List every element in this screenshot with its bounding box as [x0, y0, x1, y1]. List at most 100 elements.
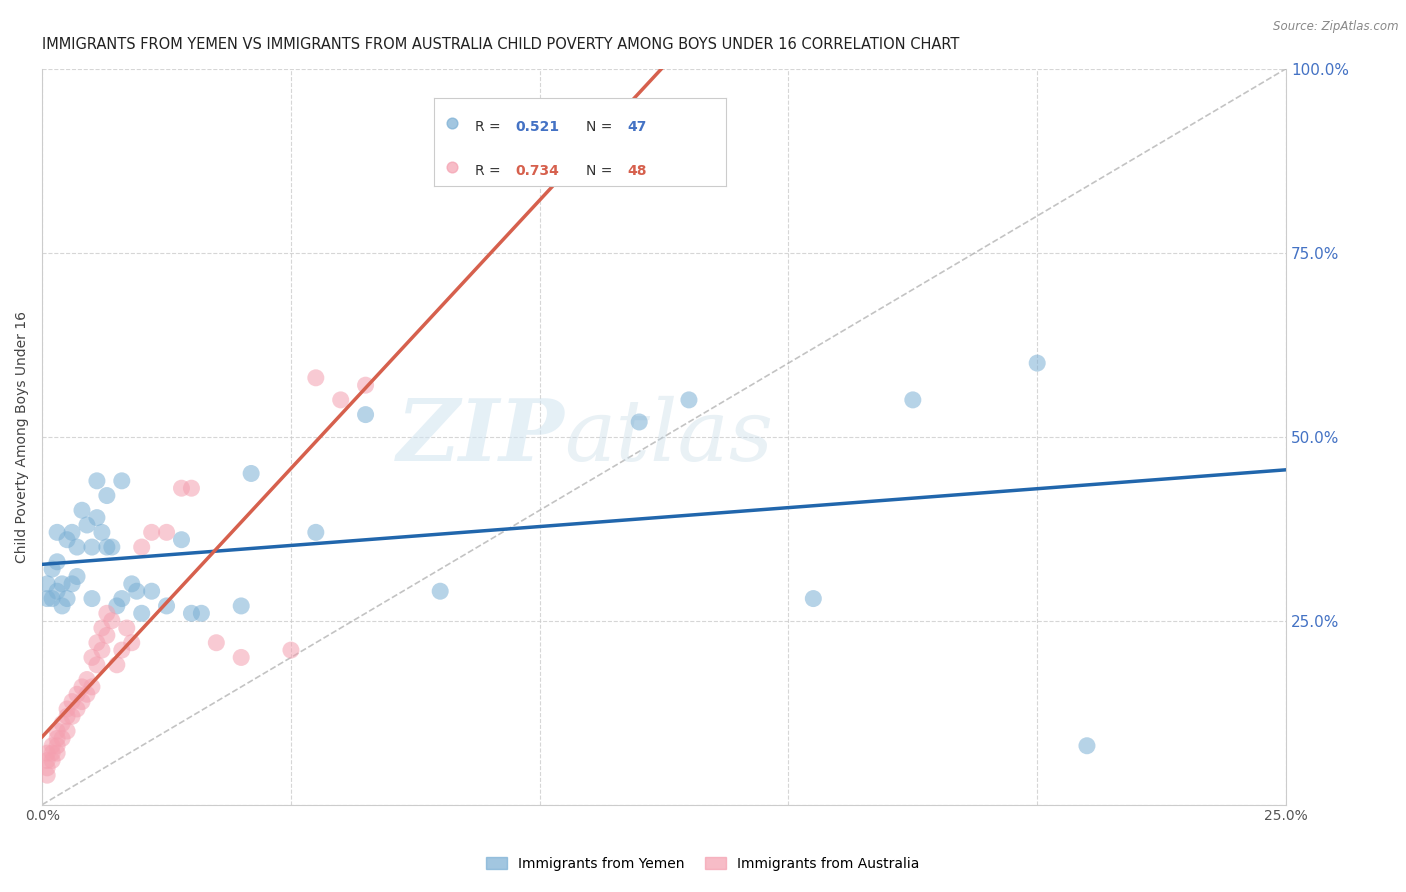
- Point: [901, 392, 924, 407]
- Point: [41, 754, 63, 768]
- Point: [80, 591, 103, 606]
- Point: [46, 584, 69, 599]
- Point: [80, 650, 103, 665]
- Point: [76, 687, 98, 701]
- Point: [51, 716, 73, 731]
- Point: [96, 540, 118, 554]
- Point: [90, 621, 112, 635]
- Point: [354, 408, 377, 422]
- Point: [231, 599, 253, 613]
- Point: [86, 474, 108, 488]
- Point: [86, 657, 108, 672]
- Y-axis label: Child Poverty Among Boys Under 16: Child Poverty Among Boys Under 16: [15, 310, 30, 563]
- Point: [305, 371, 328, 385]
- Point: [46, 739, 69, 753]
- Point: [80, 680, 103, 694]
- Point: [46, 555, 69, 569]
- Point: [121, 636, 143, 650]
- Point: [141, 525, 163, 540]
- Point: [46, 525, 69, 540]
- Point: [131, 540, 153, 554]
- Point: [41, 591, 63, 606]
- Point: [205, 636, 228, 650]
- Point: [801, 591, 824, 606]
- Point: [96, 607, 118, 621]
- Point: [56, 702, 79, 716]
- Text: ZIP: ZIP: [396, 395, 565, 478]
- Point: [56, 533, 79, 547]
- Point: [305, 525, 328, 540]
- Point: [46, 746, 69, 760]
- Point: [76, 673, 98, 687]
- Point: [37, 577, 59, 591]
- Point: [51, 731, 73, 746]
- Point: [105, 599, 128, 613]
- Point: [101, 614, 124, 628]
- Point: [56, 591, 79, 606]
- Point: [37, 768, 59, 782]
- Point: [1076, 739, 1098, 753]
- Point: [76, 518, 98, 533]
- Point: [60, 709, 83, 723]
- Point: [37, 761, 59, 775]
- Point: [121, 577, 143, 591]
- Point: [329, 392, 352, 407]
- Point: [51, 599, 73, 613]
- Point: [46, 724, 69, 739]
- Point: [70, 680, 93, 694]
- Point: [155, 525, 177, 540]
- Point: [429, 584, 451, 599]
- Point: [66, 540, 89, 554]
- Text: IMMIGRANTS FROM YEMEN VS IMMIGRANTS FROM AUSTRALIA CHILD POVERTY AMONG BOYS UNDE: IMMIGRANTS FROM YEMEN VS IMMIGRANTS FROM…: [42, 37, 959, 53]
- Legend: Immigrants from Yemen, Immigrants from Australia: Immigrants from Yemen, Immigrants from A…: [481, 851, 925, 876]
- Point: [240, 467, 263, 481]
- Point: [170, 533, 193, 547]
- Point: [678, 392, 700, 407]
- Point: [131, 607, 153, 621]
- Point: [354, 378, 377, 392]
- Point: [155, 599, 177, 613]
- Point: [141, 584, 163, 599]
- Point: [1026, 356, 1049, 370]
- Point: [231, 650, 253, 665]
- Point: [66, 569, 89, 583]
- Point: [51, 577, 73, 591]
- Point: [96, 628, 118, 642]
- Text: Source: ZipAtlas.com: Source: ZipAtlas.com: [1274, 20, 1399, 33]
- Point: [101, 540, 124, 554]
- Point: [80, 540, 103, 554]
- Point: [60, 695, 83, 709]
- Point: [90, 643, 112, 657]
- Point: [41, 562, 63, 576]
- Point: [46, 731, 69, 746]
- Point: [37, 591, 59, 606]
- Point: [180, 607, 202, 621]
- Point: [96, 489, 118, 503]
- Point: [170, 481, 193, 495]
- Point: [56, 724, 79, 739]
- Point: [105, 657, 128, 672]
- Point: [115, 621, 138, 635]
- Point: [111, 591, 134, 606]
- Point: [70, 503, 93, 517]
- Point: [66, 702, 89, 716]
- Point: [190, 607, 212, 621]
- Point: [66, 687, 89, 701]
- Point: [56, 709, 79, 723]
- Point: [70, 695, 93, 709]
- Text: atlas: atlas: [565, 395, 773, 478]
- Point: [86, 636, 108, 650]
- Point: [90, 525, 112, 540]
- Point: [86, 510, 108, 524]
- Point: [41, 746, 63, 760]
- Point: [37, 746, 59, 760]
- Point: [111, 474, 134, 488]
- Point: [60, 525, 83, 540]
- Point: [280, 643, 302, 657]
- Point: [37, 754, 59, 768]
- Point: [628, 415, 651, 429]
- Point: [41, 739, 63, 753]
- Point: [111, 643, 134, 657]
- Point: [125, 584, 148, 599]
- Point: [180, 481, 202, 495]
